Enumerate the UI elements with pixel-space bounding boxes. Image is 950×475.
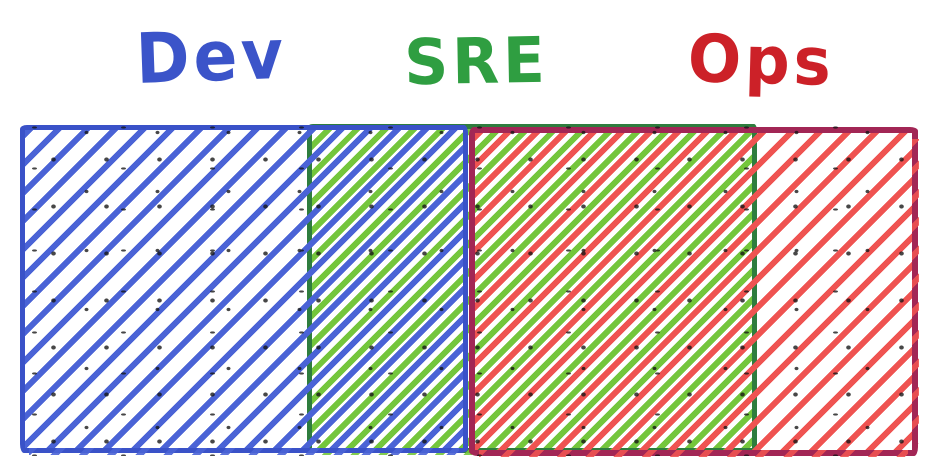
dev-region-rect [20, 125, 468, 455]
label-dev: Dev [134, 14, 289, 101]
label-ops: Ops [686, 20, 836, 101]
ops-region-rect [469, 127, 919, 457]
label-sre: SRE [403, 23, 550, 100]
